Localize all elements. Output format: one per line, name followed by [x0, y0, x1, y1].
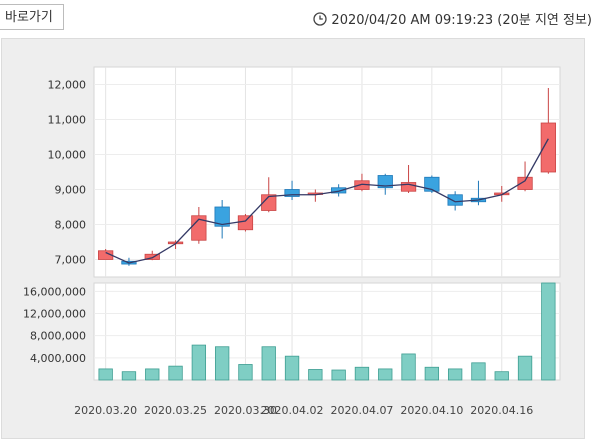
x-tick-label: 2020.03.25 [144, 404, 207, 417]
chart-panel: 7,000 8,000 9,000 10,000 11,000 12,000 4,000,… [1, 38, 585, 439]
volume-y-tick-label: 16,000,000 [23, 285, 86, 298]
price-plot-area [93, 66, 561, 278]
volume-y-tick-label: 4,000,000 [30, 352, 86, 365]
timestamp-text: 2020/04/20 AM 09:19:23 (20분 지연 정보) [331, 13, 592, 28]
candle-body [400, 182, 417, 192]
volume-y-tick-label: 8,000,000 [30, 330, 86, 343]
volume-bar [494, 371, 509, 381]
volume-plot-area [93, 282, 561, 381]
candle-body [191, 215, 207, 241]
price-y-tick-label: 7,000 [55, 254, 87, 267]
price-y-tick-label: 8,000 [55, 219, 87, 232]
timestamp: 2020/04/20 AM 09:19:23 (20분 지연 정보) [313, 9, 592, 28]
volume-bar [378, 368, 393, 381]
price-y-tick-label: 12,000 [48, 79, 87, 92]
price-y-tick-label: 11,000 [48, 114, 87, 127]
price-y-tick-label: 9,000 [55, 184, 87, 197]
stock-chart: 7,000 8,000 9,000 10,000 11,000 12,000 4,000,… [23, 66, 561, 417]
volume-bar [121, 371, 137, 381]
x-tick-label: 2020.04.07 [330, 404, 393, 417]
candle-body [424, 176, 440, 192]
x-tick-label: 2020.04.02 [261, 404, 324, 417]
candle-body [517, 176, 533, 190]
moving-average-line [105, 138, 549, 264]
volume-bar [238, 364, 253, 381]
x-tick-label: 2020.03.20 [74, 404, 137, 417]
volume-y-tick-label: 12,000,000 [23, 307, 86, 320]
candle-body [144, 253, 160, 260]
volume-bar [447, 368, 463, 381]
volume-bar [284, 355, 300, 381]
candle-body [214, 206, 230, 227]
volume-bar [424, 366, 440, 381]
candle-body [284, 189, 300, 197]
x-tick-label: 2020.03.30 [214, 404, 277, 417]
volume-bar [145, 368, 160, 381]
volume-bar [331, 369, 346, 381]
x-tick-label: 2020.04.10 [400, 404, 463, 417]
candle-body [261, 194, 277, 211]
shortcut-button[interactable]: 바로가기 [0, 4, 64, 30]
candle-body [237, 215, 254, 231]
clock-icon [313, 11, 328, 26]
candle-body [331, 187, 347, 194]
volume-bar [541, 282, 556, 381]
candle-body [377, 175, 393, 189]
volume-bar [191, 344, 207, 381]
candle-body [540, 122, 556, 173]
volume-bar [98, 368, 113, 381]
volume-bar [517, 355, 533, 381]
volume-bar [261, 346, 276, 381]
volume-bar [354, 366, 370, 381]
price-y-tick-label: 10,000 [48, 149, 87, 162]
volume-bar [471, 362, 486, 381]
candle-body [447, 194, 463, 206]
volume-bar [168, 365, 183, 381]
x-tick-label: 2020.04.16 [470, 404, 533, 417]
volume-bar [308, 369, 323, 381]
volume-bar [214, 346, 230, 381]
volume-bar [401, 353, 416, 381]
